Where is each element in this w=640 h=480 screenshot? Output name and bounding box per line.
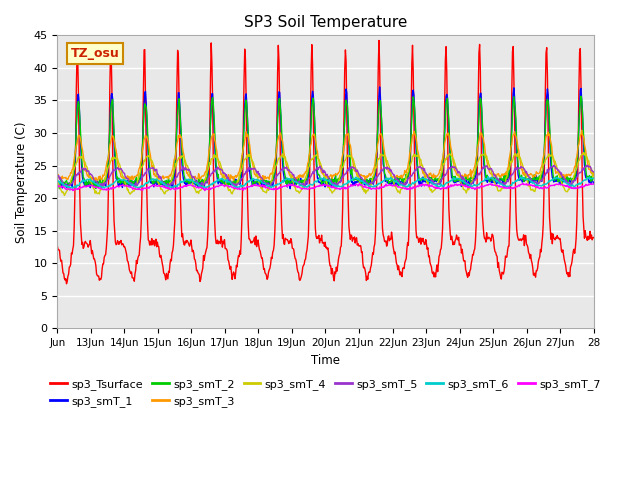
sp3_smT_2 [589, 175, 597, 181]
sp3_smT_5 [243, 168, 250, 174]
sp3_smT_4 [589, 175, 597, 180]
sp3_smT_2 [262, 178, 270, 183]
Line: sp3_smT_6: sp3_smT_6 [58, 177, 593, 189]
sp3_smT_2 [243, 97, 250, 103]
sp3_smT_4 [262, 190, 270, 196]
sp3_smT_2 [381, 172, 389, 178]
sp3_smT_1 [589, 180, 597, 186]
sp3_smT_2 [117, 177, 125, 183]
sp3_smT_1 [259, 186, 266, 192]
sp3_smT_4 [216, 159, 223, 165]
sp3_smT_3 [262, 176, 270, 181]
sp3_smT_2 [412, 120, 419, 125]
sp3_smT_6 [484, 174, 492, 180]
sp3_smT_4 [580, 150, 588, 156]
sp3_smT_7 [262, 185, 270, 191]
sp3_smT_7 [216, 182, 223, 188]
sp3_smT_3 [215, 162, 223, 168]
Line: sp3_smT_5: sp3_smT_5 [58, 165, 593, 187]
sp3_smT_1 [382, 178, 390, 183]
sp3_smT_1 [215, 180, 223, 185]
sp3_smT_5 [589, 169, 597, 175]
sp3_smT_5 [583, 162, 591, 168]
sp3_smT_3 [381, 156, 389, 161]
sp3_smT_1 [376, 84, 383, 90]
sp3_smT_4 [61, 192, 68, 198]
sp3_smT_6 [243, 181, 250, 187]
sp3_smT_7 [381, 183, 389, 189]
sp3_smT_2 [54, 179, 61, 185]
sp3_smT_6 [589, 175, 597, 181]
sp3_smT_2 [56, 186, 63, 192]
sp3_smT_3 [54, 173, 61, 179]
Line: sp3_Tsurface: sp3_Tsurface [58, 40, 593, 284]
sp3_smT_3 [589, 170, 597, 176]
sp3_Tsurface [382, 238, 390, 244]
sp3_smT_6 [116, 177, 124, 182]
sp3_Tsurface [54, 243, 61, 249]
sp3_smT_6 [135, 186, 143, 192]
Y-axis label: Soil Temperature (C): Soil Temperature (C) [15, 121, 28, 242]
Line: sp3_smT_1: sp3_smT_1 [58, 87, 593, 189]
sp3_smT_2 [216, 178, 223, 184]
Line: sp3_smT_4: sp3_smT_4 [58, 153, 593, 195]
sp3_Tsurface [262, 273, 270, 278]
sp3_smT_3 [230, 178, 237, 183]
sp3_smT_4 [243, 156, 250, 161]
sp3_smT_5 [54, 172, 61, 178]
sp3_Tsurface [216, 239, 223, 245]
sp3_smT_6 [216, 177, 223, 183]
sp3_smT_1 [262, 178, 270, 184]
Legend: sp3_Tsurface, sp3_smT_1, sp3_smT_2, sp3_smT_3, sp3_smT_4, sp3_smT_5, sp3_smT_6, : sp3_Tsurface, sp3_smT_1, sp3_smT_2, sp3_… [46, 375, 605, 411]
sp3_Tsurface [243, 97, 250, 103]
sp3_Tsurface [412, 228, 420, 233]
sp3_smT_6 [262, 183, 270, 189]
sp3_smT_7 [243, 185, 250, 191]
sp3_smT_3 [243, 129, 250, 135]
sp3_smT_4 [117, 167, 125, 173]
sp3_smT_7 [589, 181, 597, 187]
sp3_smT_5 [216, 167, 223, 173]
sp3_smT_5 [381, 165, 389, 171]
sp3_smT_7 [117, 182, 125, 188]
sp3_smT_4 [54, 178, 61, 183]
Line: sp3_smT_7: sp3_smT_7 [58, 183, 593, 191]
sp3_smT_7 [412, 185, 419, 191]
sp3_smT_7 [69, 188, 77, 193]
sp3_Tsurface [63, 281, 70, 287]
Line: sp3_smT_3: sp3_smT_3 [58, 130, 593, 180]
Title: SP3 Soil Temperature: SP3 Soil Temperature [244, 15, 407, 30]
sp3_Tsurface [117, 238, 125, 243]
sp3_smT_6 [381, 176, 389, 182]
sp3_smT_5 [163, 184, 170, 190]
sp3_smT_1 [242, 93, 250, 99]
sp3_smT_5 [412, 167, 419, 173]
sp3_smT_4 [381, 153, 389, 159]
sp3_smT_3 [412, 132, 419, 138]
sp3_smT_3 [116, 170, 124, 176]
Line: sp3_smT_2: sp3_smT_2 [58, 96, 593, 189]
sp3_smT_7 [54, 181, 61, 187]
sp3_smT_1 [116, 183, 124, 189]
sp3_smT_5 [116, 166, 124, 172]
sp3_smT_6 [412, 180, 419, 186]
sp3_Tsurface [589, 235, 597, 240]
sp3_smT_4 [412, 152, 419, 158]
Text: TZ_osu: TZ_osu [71, 47, 120, 60]
sp3_smT_1 [412, 145, 420, 151]
X-axis label: Time: Time [311, 354, 340, 367]
sp3_smT_6 [54, 177, 61, 183]
sp3_smT_3 [578, 127, 586, 133]
sp3_smT_7 [519, 180, 527, 186]
sp3_smT_2 [577, 94, 585, 99]
sp3_smT_1 [54, 183, 61, 189]
sp3_smT_5 [262, 181, 270, 187]
sp3_Tsurface [375, 37, 383, 43]
